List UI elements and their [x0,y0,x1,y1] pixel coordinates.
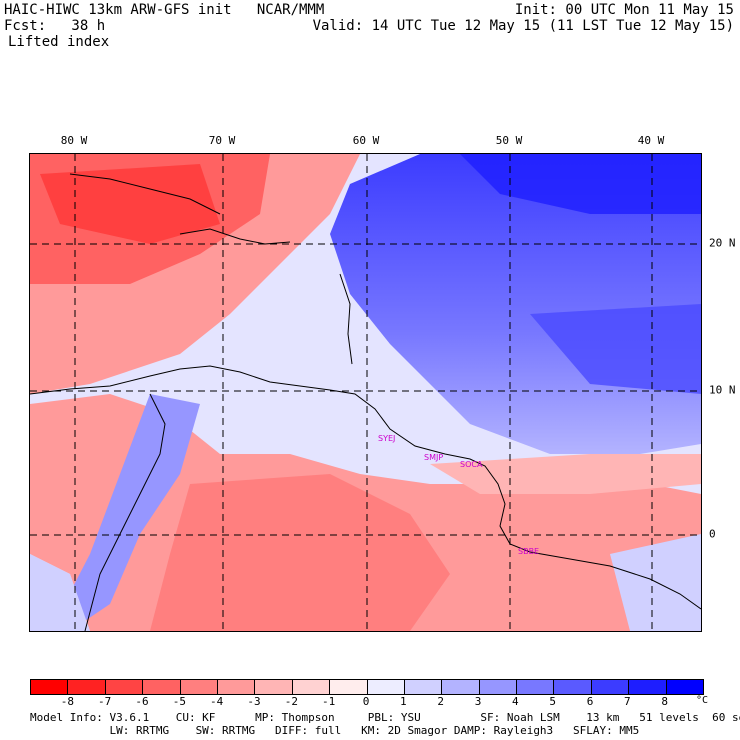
field-name: Lifted index [8,34,110,50]
model-info-line1: Model Info: V3.6.1 CU: KF MP: Thompson P… [30,711,740,724]
colorbar-tick-label: -8 [60,695,74,708]
coastline-cuba [69,173,221,215]
colorbar-swatch [666,680,704,694]
coastline-hispaniola [179,228,291,245]
colorbar-swatch [591,680,630,694]
colorbar-swatch [68,680,106,694]
colorbar-tick-label: 8 [661,695,668,708]
colorbar-tick-label: 6 [586,695,594,708]
colorbar-tick-label: -7 [98,695,112,708]
stable-andes-pacific [50,394,200,631]
forecast-hour: Fcst: 38 h [4,18,106,34]
coastline-pacific [84,393,166,631]
model-info-line2: LW: RRTMG SW: RRTMG DIFF: full KM: 2D Sm… [30,724,640,737]
colorbar-tick-label: -3 [247,695,261,708]
station-sbbe: SBBE [518,547,539,556]
colorbar-tick-label: -4 [210,695,224,708]
colorbar-swatch [367,680,405,694]
colorbar-tick-label: 5 [549,695,556,708]
colorbar [30,679,704,695]
colorbar-tick-label: 4 [512,695,519,708]
colorbar-tick-label: 1 [400,695,407,708]
colorbar-swatch [292,680,331,694]
init-time: Init: 00 UTC Mon 11 May 15 [514,2,734,18]
colorbar-tick-label: 7 [624,695,631,708]
lon-label-50w: 50 W [495,134,523,147]
colorbar-unit: °C [696,695,709,706]
valid-time: Valid: 14 UTC Tue 12 May 15 (11 LST Tue … [312,18,734,34]
coastline-south-america [30,365,701,610]
colorbar-swatch [330,680,368,694]
station-smjp: SMJP [424,453,443,462]
title-line: HAIC-HIWC 13km ARW-GFS init NCAR/MMM [4,2,325,18]
coastline-lesser-antilles [339,273,353,365]
colorbar-swatch [105,680,144,694]
colorbar-swatch [479,680,518,694]
colorbar-tick-label: -1 [322,695,336,708]
lon-label-60w: 60 W [352,134,380,147]
lon-label-70w: 70 W [208,134,236,147]
lifted-index-map: SYEJ SMJP SOCA SBBE [30,154,701,631]
colorbar-swatch [217,680,256,694]
unstable-greater-antilles [40,164,220,244]
colorbar-swatch [517,680,555,694]
station-soca: SOCA [460,460,483,469]
colorbar-tick-label: 2 [437,695,444,708]
lat-label-20n: 20 N [709,236,736,250]
colorbar-swatch [442,680,480,694]
colorbar-tick-label: -6 [135,695,149,708]
lon-label-80w: 80 W [60,134,88,147]
colorbar-tick-label: -5 [172,695,186,708]
station-syej: SYEJ [378,434,395,443]
very-stable-band [460,154,701,214]
stable-brazil-east [610,534,701,631]
colorbar-swatch [554,680,592,694]
lat-label-0: 0 [709,527,716,541]
unstable-amazon [150,474,450,631]
map-panel: SYEJ SMJP SOCA SBBE [29,153,702,632]
lat-label-10n: 10 N [709,383,736,397]
colorbar-tick-label: -2 [284,695,298,708]
colorbar-tick-label: 3 [474,695,482,708]
colorbar-swatch [255,680,293,694]
colorbar-swatch [31,680,69,694]
colorbar-swatch [404,680,443,694]
colorbar-swatch [180,680,218,694]
colorbar-tick-label: 0 [362,695,370,708]
lon-label-40w: 40 W [637,134,665,147]
stable-core-east [530,304,701,394]
colorbar-swatch [629,680,667,694]
colorbar-swatch [143,680,181,694]
lat-lon-grid [30,154,701,631]
